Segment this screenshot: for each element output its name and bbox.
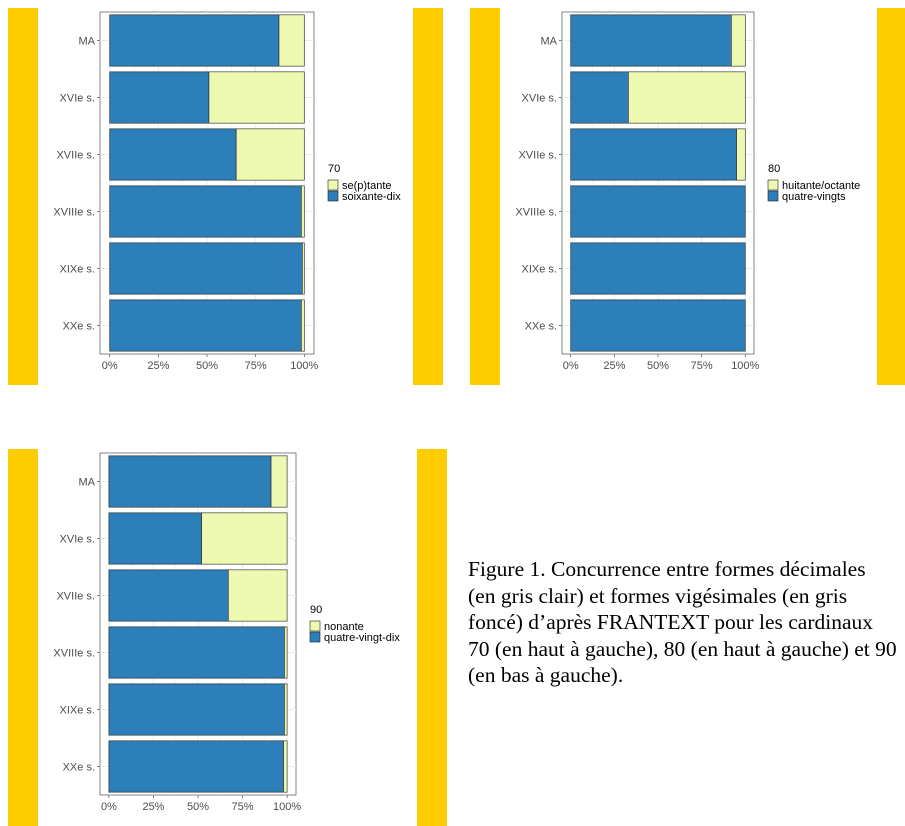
x-tick-label: 25% — [142, 801, 164, 813]
bar-nonante — [284, 683, 288, 736]
x-tick-label: 50% — [187, 801, 209, 813]
bar-quatre-vingts — [570, 242, 746, 295]
bar-se(p)tante — [301, 299, 305, 352]
y-tick-label: XVIIe s. — [56, 150, 95, 162]
yellow-side-bar — [8, 449, 38, 826]
y-tick-label: XIXe s. — [60, 705, 95, 717]
bar-se(p)tante — [208, 71, 305, 124]
legend-label: soixante-dix — [342, 191, 401, 203]
bar-quatre-vingts — [570, 14, 732, 67]
chart-80: MA XVIe s. XVIIe s. XVIIIe s. XIXe s. XXe s. 0… — [515, 11, 860, 372]
y-tick-label: XVIIe s. — [518, 150, 557, 162]
x-tick-label: 25% — [603, 360, 625, 372]
yellow-side-bar — [470, 8, 500, 385]
bar-quatre-vingt-dix — [108, 626, 285, 679]
x-tick-label: 75% — [691, 360, 713, 372]
x-tick-label: 50% — [647, 360, 669, 372]
x-tick-label: 0% — [101, 801, 117, 813]
x-tick-label: 25% — [147, 360, 169, 372]
legend-label: quatre-vingts — [782, 191, 846, 203]
chart-90: MA XVIe s. XVIIe s. XVIIIe s. XIXe s. XXe s. 0… — [53, 452, 400, 813]
y-tick-label: XXe s. — [63, 321, 95, 333]
chart-panel-90: MA XVIe s. XVIIe s. XVIIIe s. XIXe s. XXe s. 0… — [38, 449, 417, 826]
bar-soixante-dix — [109, 242, 303, 295]
y-tick-label: XVIIIe s. — [53, 648, 95, 660]
y-tick-label: MA — [541, 36, 558, 48]
bar-quatre-vingt-dix — [108, 740, 284, 793]
bar-soixante-dix — [109, 128, 237, 181]
bar-nonante — [270, 455, 288, 508]
bar-quatre-vingt-dix — [108, 569, 229, 622]
figure-caption: Figure 1. Concurrence entre formes décim… — [468, 557, 897, 687]
y-tick-label: XVIIe s. — [56, 591, 95, 603]
bar-quatre-vingts — [570, 299, 746, 352]
legend-label: huitante/octante — [782, 180, 860, 192]
bar-quatre-vingt-dix — [108, 455, 272, 508]
legend-title: 90 — [310, 604, 322, 616]
y-tick-label: XVIIIe s. — [515, 207, 557, 219]
y-tick-label: MA — [79, 36, 96, 48]
legend-key-huitante/octante — [767, 179, 779, 191]
bar-nonante — [201, 512, 288, 565]
bar-se(p)tante — [278, 14, 305, 67]
bar-se(p)tante — [235, 128, 305, 181]
y-tick-label: XVIIIe s. — [53, 207, 95, 219]
chart-70: MA XVIe s. XVIIe s. XVIIIe s. XIXe s. XXe s. 0… — [53, 11, 401, 372]
chart-panel-80: MA XVIe s. XVIIe s. XVIIIe s. XIXe s. XXe s. 0… — [500, 8, 877, 385]
x-tick-label: 50% — [196, 360, 218, 372]
bar-nonante — [283, 740, 288, 793]
y-tick-label: XVIe s. — [60, 534, 95, 546]
bar-quatre-vingts — [570, 71, 629, 124]
y-tick-label: XIXe s. — [522, 264, 557, 276]
legend-key-quatre-vingt-dix — [309, 631, 321, 643]
bar-nonante — [227, 569, 288, 622]
y-tick-label: XIXe s. — [60, 264, 95, 276]
y-tick-label: XVIe s. — [522, 93, 557, 105]
legend-label: quatre-vingt-dix — [324, 632, 400, 644]
bar-huitante/octante — [628, 71, 746, 124]
bar-soixante-dix — [109, 14, 280, 67]
yellow-side-bar — [413, 8, 443, 385]
bar-soixante-dix — [109, 71, 210, 124]
y-tick-label: XXe s. — [63, 762, 95, 774]
legend-title: 80 — [768, 163, 780, 175]
x-tick-label: 100% — [731, 360, 759, 372]
x-tick-label: 75% — [245, 360, 267, 372]
y-tick-label: XXe s. — [525, 321, 557, 333]
x-tick-label: 100% — [273, 801, 301, 813]
bar-quatre-vingts — [570, 128, 737, 181]
x-tick-label: 0% — [563, 360, 579, 372]
bar-se(p)tante — [302, 242, 305, 295]
bar-soixante-dix — [109, 185, 302, 238]
yellow-side-bar — [877, 8, 905, 385]
legend-title: 70 — [328, 163, 340, 175]
legend-label: se(p)tante — [342, 180, 392, 192]
bar-huitante/octante — [731, 14, 746, 67]
yellow-side-bar — [8, 8, 38, 385]
yellow-side-bar — [417, 449, 447, 826]
legend-label: nonante — [324, 621, 364, 633]
x-tick-label: 75% — [232, 801, 254, 813]
bar-soixante-dix — [109, 299, 302, 352]
bar-quatre-vingt-dix — [108, 512, 202, 565]
chart-panel-70: MA XVIe s. XVIIe s. XVIIIe s. XIXe s. XXe s. 0… — [38, 8, 413, 385]
bar-nonante — [284, 626, 288, 679]
y-tick-label: XVIe s. — [60, 93, 95, 105]
y-tick-label: MA — [79, 477, 96, 489]
legend-key-nonante — [309, 620, 321, 632]
x-tick-label: 0% — [102, 360, 118, 372]
bar-huitante/octante — [736, 128, 746, 181]
bar-quatre-vingt-dix — [108, 683, 285, 736]
legend-key-quatre-vingts — [767, 190, 779, 202]
x-tick-label: 100% — [290, 360, 318, 372]
legend-key-se(p)tante — [327, 179, 339, 191]
legend-key-soixante-dix — [327, 190, 339, 202]
bar-se(p)tante — [301, 185, 305, 238]
bar-quatre-vingts — [570, 185, 746, 238]
